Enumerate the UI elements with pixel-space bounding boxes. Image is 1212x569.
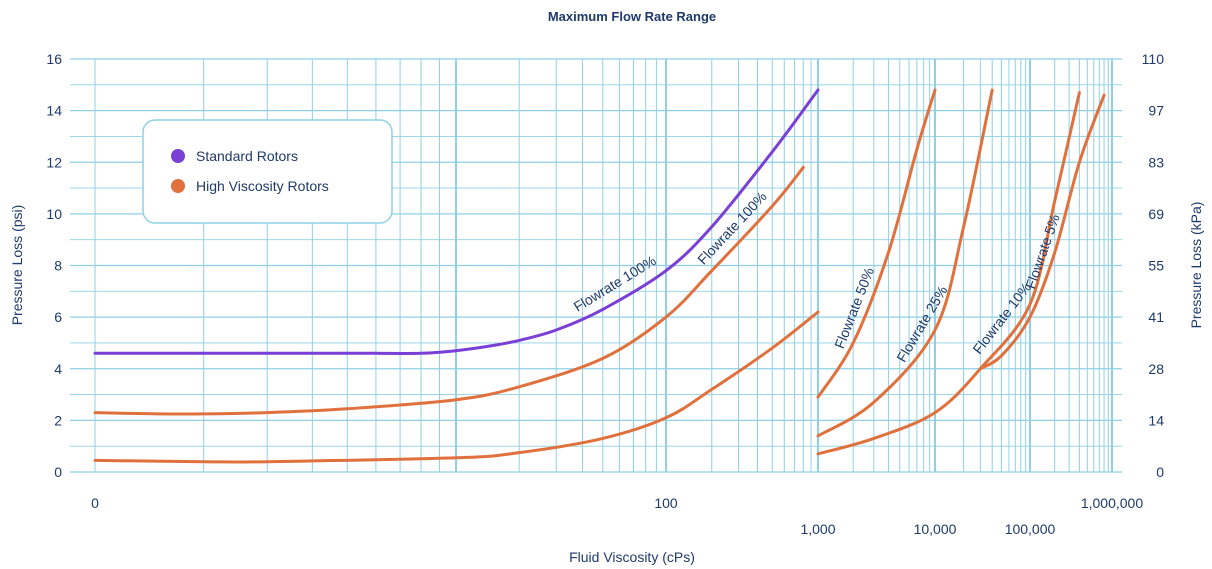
x-tick: 0 [91,495,99,511]
legend-marker-high-viscosity [171,179,185,193]
x-tick: 1,000 [800,521,835,537]
series-line-2 [93,310,820,464]
y-tick-right: 83 [1148,154,1164,170]
series-line-6 [978,93,1106,371]
y-tick-left: 8 [54,258,62,274]
x-tick: 100 [654,495,678,511]
y-tick-left: 14 [46,103,62,119]
x-axis-label: Fluid Viscosity (cPs) [569,549,695,565]
series-line-3 [816,88,937,399]
y-tick-left: 10 [46,206,62,222]
legend-label-standard: Standard Rotors [196,148,298,164]
legend-label-high-viscosity: High Viscosity Rotors [196,178,329,194]
x-tick: 10,000 [914,521,957,537]
series-line-0 [93,88,820,355]
y-tick-right: 97 [1148,103,1164,119]
series-label-1: Flowrate 100% [694,188,769,267]
y-tick-left: 2 [54,412,62,428]
y-axis-left-label: Pressure Loss (psi) [9,205,25,326]
y-tick-left: 16 [46,51,62,67]
y-tick-right: 41 [1148,309,1164,325]
y-tick-left: 6 [54,309,62,325]
legend-marker-standard [171,149,185,163]
y-tick-right: 69 [1148,206,1164,222]
series-line-4 [816,88,994,438]
legend: Standard Rotors High Viscosity Rotors [142,119,393,224]
series-line-5 [816,91,1081,456]
series-lines [93,88,1106,464]
y-tick-left: 12 [46,154,62,170]
y-tick-right: 0 [1156,464,1164,480]
x-tick: 1,000,000 [1081,495,1143,511]
x-axis: 0 100 1,000 10,000 100,000 1,000,000 [91,495,1143,537]
y-axis-right-label: Pressure Loss (kPa) [1188,202,1204,329]
series-line-1 [93,165,805,416]
x-tick: 100,000 [1005,521,1056,537]
y-axis-left: 0 2 4 6 8 10 12 14 16 [46,51,62,480]
y-tick-right: 55 [1148,258,1164,274]
y-tick-right: 28 [1148,361,1164,377]
y-tick-right: 14 [1148,412,1164,428]
legend-box [142,119,393,224]
y-axis-right: 0 14 28 41 55 69 83 97 110 [1142,51,1165,480]
y-tick-right: 110 [1142,51,1165,67]
series-label-6: Flowrate 5% [1022,212,1063,291]
y-tick-left: 4 [54,361,62,377]
chart-title: Maximum Flow Rate Range [548,9,716,24]
series-labels: Flowrate 100%Flowrate 100%Flowrate 50% Fl… [571,188,1063,364]
y-tick-left: 0 [54,464,62,480]
